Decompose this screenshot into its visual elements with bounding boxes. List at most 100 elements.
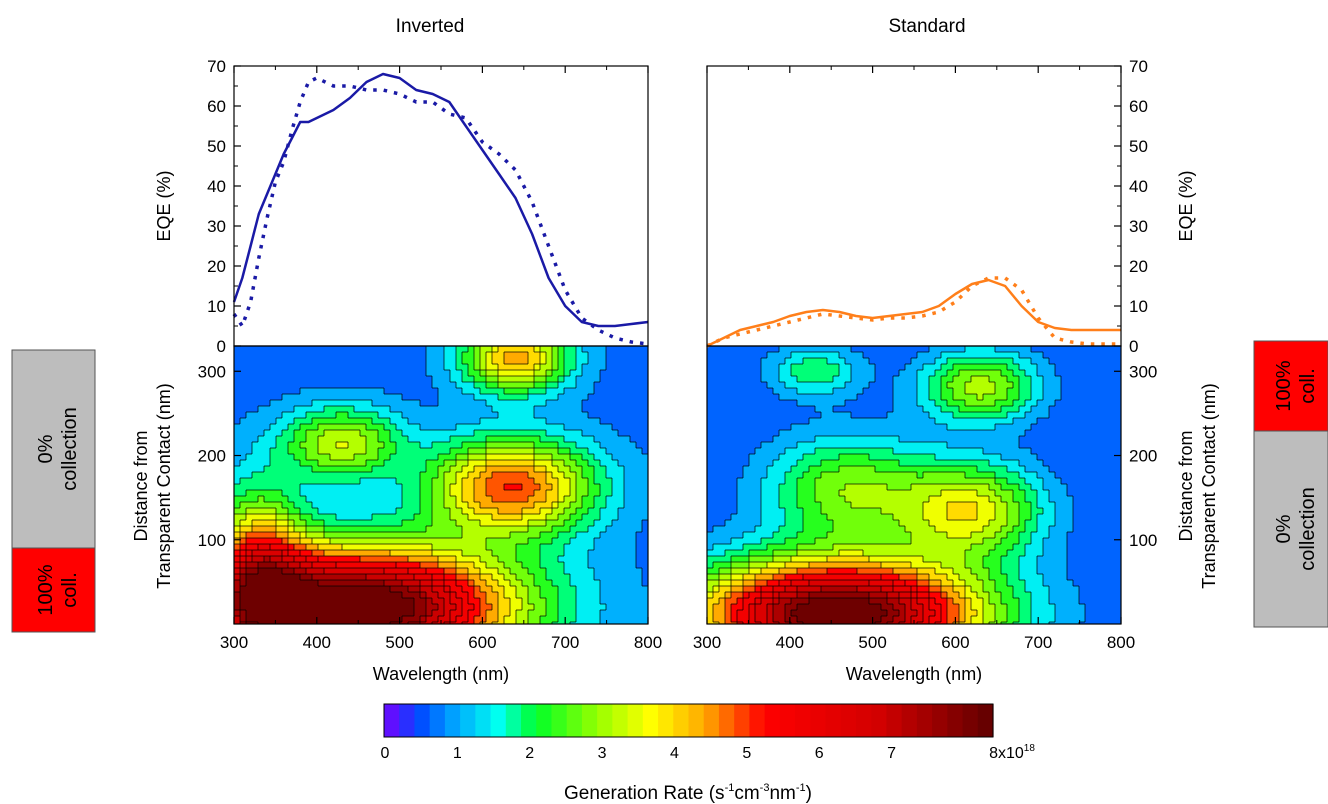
heatmap-cell	[594, 562, 601, 569]
heatmap-cell	[336, 496, 343, 503]
heatmap-cell	[306, 424, 313, 431]
heatmap-cell	[570, 400, 577, 407]
heatmap-cell	[444, 478, 451, 485]
heatmap-cell	[444, 466, 451, 473]
heatmap-cell	[396, 448, 403, 455]
heatmap-cell	[534, 490, 541, 497]
heatmap-cell	[438, 478, 445, 485]
heatmap-cell	[390, 466, 397, 473]
heatmap-cell	[342, 394, 349, 401]
heatmap-cell	[552, 472, 559, 479]
heatmap-cell	[510, 406, 517, 413]
heatmap-cell	[504, 550, 511, 557]
heatmap-cell	[540, 460, 547, 467]
heatmap-cell	[588, 478, 595, 485]
heatmap-cell	[372, 532, 379, 539]
heatmap-cell	[444, 598, 451, 605]
heatmap-cell	[414, 394, 421, 401]
heatmap-cell	[498, 544, 505, 551]
heatmap-cell	[456, 502, 463, 509]
heatmap-cell	[540, 448, 547, 455]
heatmap-cell	[510, 616, 517, 623]
heatmap-cell	[336, 388, 343, 395]
heatmap-cell	[504, 484, 511, 491]
heatmap-cell	[426, 472, 433, 479]
heatmap-cell	[618, 562, 625, 569]
heatmap-cell	[378, 562, 385, 569]
heatmap-cell	[246, 550, 253, 557]
heatmap-cell	[270, 418, 277, 425]
heatmap-cell	[360, 586, 367, 593]
heatmap-cell	[444, 346, 451, 353]
heatmap-cell	[372, 520, 379, 527]
heatmap-cell	[468, 400, 475, 407]
heatmap-cell	[444, 496, 451, 503]
heatmap-cell	[480, 580, 487, 587]
heatmap-cell	[480, 586, 487, 593]
heatmap-cell	[462, 388, 469, 395]
heatmap-cell	[522, 568, 529, 575]
heatmap-cell	[486, 400, 493, 407]
heatmap-cell	[612, 490, 619, 497]
heatmap-cell	[564, 550, 571, 557]
heatmap-cell	[264, 520, 271, 527]
heatmap-cell	[402, 598, 409, 605]
heatmap-cell	[612, 442, 619, 449]
heatmap-cell	[300, 424, 307, 431]
heatmap-cell	[486, 382, 493, 389]
heatmap-cell	[276, 562, 283, 569]
heatmap-cell	[618, 454, 625, 461]
heatmap-cell	[438, 382, 445, 389]
heatmap-cell	[462, 532, 469, 539]
heatmap-cell	[642, 394, 648, 401]
heatmap-cell	[612, 508, 619, 515]
heatmap-cell	[528, 442, 535, 449]
heatmap-cell	[426, 376, 433, 383]
heatmap-cell	[600, 394, 607, 401]
heatmap-cell	[420, 610, 427, 617]
heatmap-cell	[546, 490, 553, 497]
heatmap-cell	[384, 526, 391, 533]
heatmap-cell	[456, 382, 463, 389]
heatmap-cell	[366, 610, 373, 617]
heatmap-cell	[516, 466, 523, 473]
heatmap-cell	[312, 526, 319, 533]
heatmap-cell	[384, 574, 391, 581]
heatmap-cell	[456, 550, 463, 557]
heatmap-cell	[246, 544, 253, 551]
heatmap-cell	[330, 538, 337, 545]
heatmap-cell	[612, 352, 619, 359]
heatmap-cell	[552, 574, 559, 581]
heatmap-cell	[444, 358, 451, 365]
heatmap-cell	[378, 550, 385, 557]
heatmap-cell	[498, 430, 505, 437]
heatmap-cell	[312, 472, 319, 479]
heatmap-cell	[384, 508, 391, 515]
heatmap-cell	[288, 394, 295, 401]
heatmap-cell	[636, 568, 643, 575]
heatmap-cell	[426, 586, 433, 593]
heatmap-cell	[540, 490, 547, 497]
heatmap-cell	[360, 376, 367, 383]
heatmap-cell	[486, 568, 493, 575]
heatmap-cell	[612, 448, 619, 455]
heatmap-cell	[504, 544, 511, 551]
heatmap-cell	[522, 610, 529, 617]
heatmap-cell	[570, 448, 577, 455]
heatmap-cell	[546, 406, 553, 413]
heatmap-cell	[522, 430, 529, 437]
heatmap-cell	[528, 574, 535, 581]
heatmap-cell	[294, 526, 301, 533]
heatmap-cell	[570, 586, 577, 593]
heatmap-cell	[318, 610, 325, 617]
heatmap-cell	[372, 400, 379, 407]
heatmap-cell	[378, 574, 385, 581]
heatmap-cell	[450, 418, 457, 425]
heatmap-cell	[264, 622, 271, 624]
heatmap-cell	[600, 568, 607, 575]
heatmap-cell	[528, 544, 535, 551]
heatmap-cell	[264, 502, 271, 509]
heatmap-cell	[636, 586, 643, 593]
heatmap-cell	[390, 580, 397, 587]
heatmap-cell	[270, 382, 277, 389]
